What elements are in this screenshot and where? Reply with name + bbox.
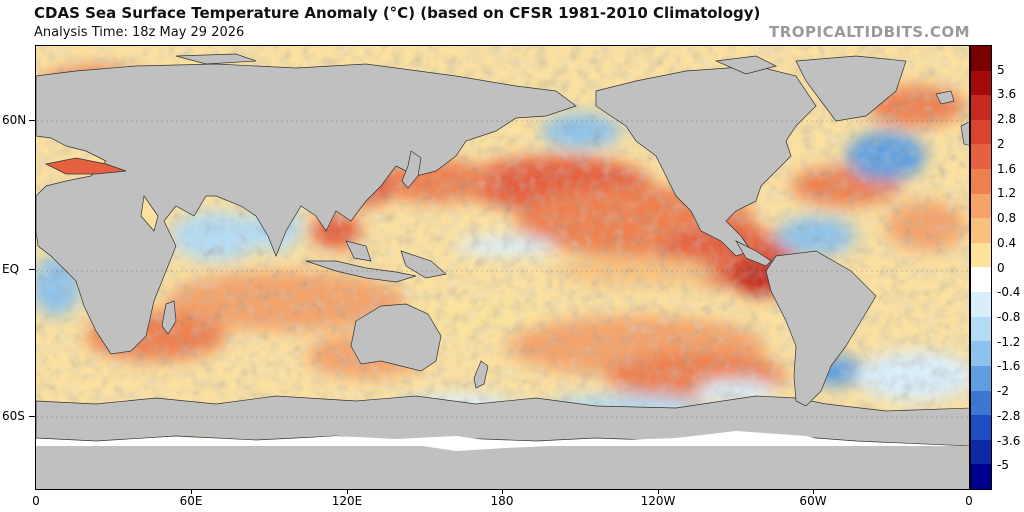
graticule — [36, 120, 969, 418]
lon-tick — [347, 490, 348, 494]
sst-anomaly-map — [35, 45, 970, 490]
colorbar-segment — [971, 316, 991, 342]
lon-label-60w: 60W — [799, 494, 827, 508]
colorbar-label: 0 — [997, 260, 1005, 275]
colorbar-label: 0.4 — [997, 235, 1017, 250]
lon-label-120e: 120E — [331, 494, 363, 508]
lon-label-120w: 120W — [640, 494, 676, 508]
colorbar-label: -2.8 — [997, 408, 1021, 423]
colorbar — [970, 45, 992, 490]
lon-label-0-east: 0 — [965, 494, 973, 508]
lon-tick — [502, 490, 503, 494]
colorbar-segment — [971, 242, 991, 268]
colorbar-label: 5 — [997, 62, 1005, 77]
colorbar-segment — [971, 365, 991, 391]
lon-tick — [658, 490, 659, 494]
colorbar-label: -0.4 — [997, 285, 1021, 300]
lon-tick — [191, 490, 192, 494]
colorbar-segment — [971, 267, 991, 293]
colorbar-label: -2 — [997, 384, 1009, 399]
colorbar-segment — [971, 95, 991, 120]
colorbar-segment — [971, 144, 991, 170]
lon-label-60e: 60E — [179, 494, 203, 508]
colorbar-segment — [971, 439, 991, 465]
lat-tick — [29, 416, 35, 417]
colorbar-segment — [971, 292, 991, 317]
source-credit: TROPICALTIDBITS.COM — [769, 23, 970, 41]
lat-label-60n: 60N — [2, 113, 27, 127]
colorbar-label: 2.8 — [997, 112, 1017, 127]
lon-label-0: 0 — [32, 494, 40, 508]
colorbar-segment — [971, 119, 991, 145]
lon-label-180: 180 — [490, 494, 514, 508]
analysis-time: Analysis Time: 18z May 29 2026 — [34, 25, 245, 40]
lat-label-60s: 60S — [2, 409, 25, 423]
colorbar-segment — [971, 390, 991, 416]
colorbar-label: 2 — [997, 136, 1005, 151]
colorbar-segment — [971, 46, 991, 71]
colorbar-label: -3.6 — [997, 433, 1021, 448]
map-canvas — [36, 46, 969, 489]
lat-tick — [29, 269, 35, 270]
map-title: CDAS Sea Surface Temperature Anomaly (°C… — [34, 4, 761, 22]
colorbar-segment — [971, 464, 991, 489]
lon-tick — [813, 490, 814, 494]
colorbar-segment — [971, 218, 991, 243]
colorbar-label: 1.2 — [997, 186, 1017, 201]
lat-tick — [29, 120, 35, 121]
colorbar-segment — [971, 169, 991, 194]
lat-label-eq: EQ — [2, 262, 20, 276]
colorbar-label: -5 — [997, 458, 1009, 473]
colorbar-label: 1.6 — [997, 161, 1017, 176]
colorbar-segment — [971, 70, 991, 96]
colorbar-label: -1.2 — [997, 334, 1021, 349]
colorbar-label: -0.8 — [997, 309, 1021, 324]
colorbar-segment — [971, 415, 991, 440]
colorbar-label: 0.8 — [997, 211, 1017, 226]
colorbar-segment — [971, 341, 991, 366]
colorbar-label: -1.6 — [997, 359, 1021, 374]
colorbar-segment — [971, 193, 991, 219]
land — [36, 53, 969, 489]
colorbar-label: 3.6 — [997, 87, 1017, 102]
